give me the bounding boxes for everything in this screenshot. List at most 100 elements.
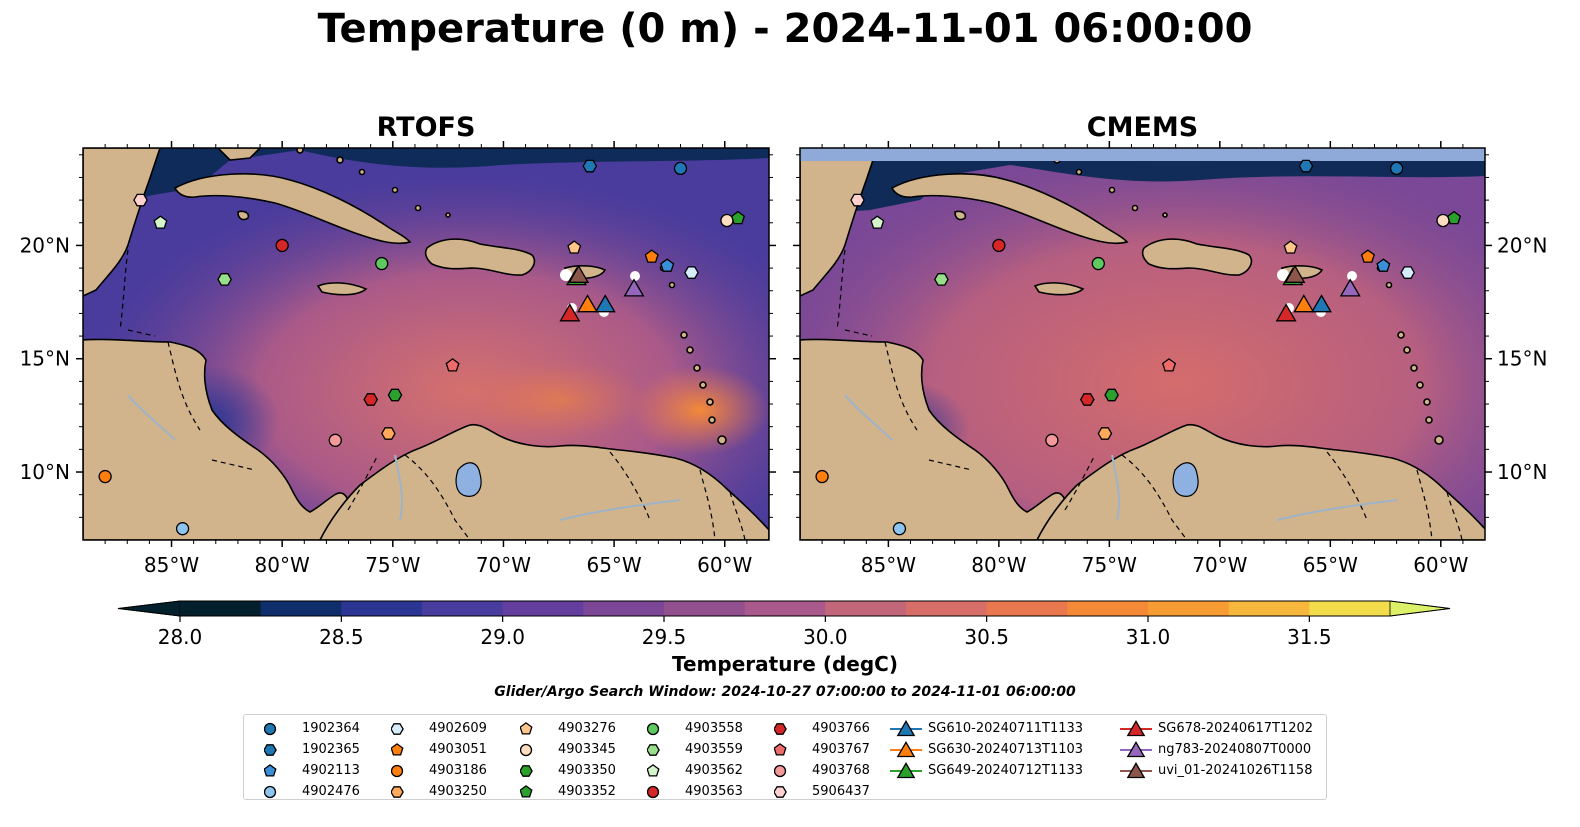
- triangle-icon: [896, 762, 916, 779]
- obs-marker-1902364: [673, 161, 688, 176]
- circle-icon: [647, 785, 660, 799]
- colorbar-bin: [341, 601, 423, 616]
- circle-icon: [264, 785, 277, 799]
- legend-label: 4903250: [429, 784, 487, 799]
- triangle-icon: [1126, 762, 1146, 779]
- hexagon-icon: [264, 744, 277, 756]
- legend-label: 4902609: [429, 721, 487, 736]
- circle-icon: [774, 764, 787, 778]
- obs-marker-4903350: [1104, 388, 1119, 402]
- obs-marker-4903250: [1097, 427, 1113, 440]
- lon-tick-label: 65°W: [1303, 553, 1358, 577]
- hexagon-icon: [774, 723, 787, 735]
- obs-marker-4903558: [375, 256, 389, 271]
- obs-marker-SG630-20240713T1103: [1293, 294, 1315, 313]
- obs-marker-4903352: [730, 210, 746, 225]
- legend-label: ng783-20240807T0000: [1158, 742, 1312, 757]
- legend-label: uvi_01-20241026T1158: [1158, 763, 1313, 778]
- colorbar-tick-label: 31.5: [1287, 625, 1332, 649]
- colorbar-label: Temperature (degC): [672, 652, 898, 676]
- triangle-icon: [1126, 720, 1146, 737]
- circle-icon: [647, 722, 660, 736]
- lon-tick-label: 60°W: [697, 553, 752, 577]
- pentagon-icon: [647, 764, 660, 777]
- lon-tick-label: 85°W: [144, 553, 199, 577]
- lon-tick-label: 80°W: [255, 553, 310, 577]
- obs-marker-1902365: [582, 159, 598, 173]
- obs-marker-4903276: [567, 240, 582, 254]
- obs-marker-4903766: [363, 393, 379, 406]
- hexagon-icon: [774, 786, 787, 798]
- obs-marker-4902113: [660, 258, 675, 272]
- obs-marker-SG678-20240617T1202: [559, 303, 581, 322]
- colorbar-tick-label: 28.5: [319, 625, 364, 649]
- obs-marker-4903563: [992, 238, 1006, 253]
- legend-label: 4902476: [302, 784, 360, 799]
- obs-marker-5906437: [850, 193, 865, 207]
- map-rtofs: [83, 148, 769, 540]
- legend-label: 4903559: [685, 742, 743, 757]
- obs-marker-SG630-20240713T1103: [577, 294, 599, 313]
- obs-marker-4903352: [1447, 210, 1462, 225]
- triangle-icon: [1126, 741, 1146, 758]
- obs-marker-4902476: [892, 522, 907, 536]
- legend-label: 4903350: [558, 763, 616, 778]
- lon-tick-label: 75°W: [365, 553, 420, 577]
- obs-marker-4903559: [934, 273, 949, 286]
- colorbar: 28.0 28.5 29.0 29.5 30.0 30.5 31.0 31.5: [117, 600, 1451, 649]
- legend-label: 1902364: [302, 721, 360, 736]
- obs-marker-4903186: [98, 469, 112, 484]
- obs-marker-1902364: [1389, 161, 1404, 176]
- legend-label: 4903186: [429, 763, 487, 778]
- lat-tick-label-right: 10°N: [1497, 460, 1547, 484]
- colorbar-tick-label: 31.0: [1126, 625, 1171, 649]
- obs-marker-uvi_01-20241026T1158: [1284, 264, 1306, 283]
- triangle-icon: [896, 720, 916, 737]
- legend: 1902364 1902365 4902113 4902476 4902609 49030…: [243, 714, 1327, 800]
- legend-label: SG610-20240711T1133: [928, 721, 1084, 736]
- legend-label: 4903051: [429, 742, 487, 757]
- obs-marker-4903767: [445, 358, 460, 372]
- legend-label: 4903352: [558, 784, 616, 799]
- colorbar-bin: [1309, 601, 1391, 616]
- lon-tick-label: 70°W: [1192, 553, 1247, 577]
- panel-title-rtofs: RTOFS: [376, 112, 476, 143]
- obs-marker-SG678-20240617T1202: [1275, 303, 1297, 322]
- lon-tick-label: 70°W: [476, 553, 531, 577]
- obs-marker-4903051: [1360, 249, 1375, 263]
- lat-tick-label-left: 10°N: [20, 460, 70, 484]
- colorbar-bin: [422, 601, 504, 616]
- circle-icon: [520, 743, 533, 757]
- lat-tick-label-left: 20°N: [20, 233, 70, 257]
- hexagon-icon: [647, 744, 660, 756]
- obs-marker-4903562: [870, 215, 885, 229]
- lon-tick-label: 65°W: [586, 553, 641, 577]
- colorbar-tick-label: 29.5: [642, 625, 687, 649]
- search-window-text: Glider/Argo Search Window: 2024-10-27 07…: [494, 684, 1076, 700]
- colorbar-bin: [1228, 601, 1310, 616]
- obs-marker-4903276: [1283, 240, 1298, 254]
- colorbar-bin: [664, 601, 746, 616]
- obs-marker-4903563: [275, 238, 289, 253]
- obs-marker-4902609: [684, 266, 699, 279]
- obs-marker-4903558: [1091, 256, 1105, 271]
- legend-label: 4903563: [685, 784, 743, 799]
- legend-label: 4902113: [302, 763, 360, 778]
- obs-marker-4903562: [153, 215, 168, 229]
- legend-label: SG630-20240713T1103: [928, 742, 1084, 757]
- figure-title: Temperature (0 m) - 2024-11-01 06:00:00: [317, 6, 1253, 52]
- map-figure: 85°W 80°W 75°W 70°W 65°W 60°W 85°W 80°W 75°W 70°W…: [20, 141, 1547, 649]
- pentagon-icon: [774, 743, 787, 756]
- pentagon-icon: [264, 764, 277, 777]
- hexagon-icon: [391, 786, 404, 798]
- lon-tick-label: 85°W: [861, 553, 916, 577]
- colorbar-tick-label: 28.0: [158, 625, 203, 649]
- colorbar-bin: [583, 601, 665, 616]
- map-cmems: [800, 148, 1485, 540]
- colorbar-bin: [1067, 601, 1149, 616]
- obs-marker-4902476: [175, 522, 190, 536]
- panel-title-cmems: CMEMS: [1086, 112, 1199, 143]
- nodata-band: [800, 148, 1485, 161]
- colorbar-bin: [1148, 601, 1230, 616]
- hexagon-icon: [391, 723, 404, 735]
